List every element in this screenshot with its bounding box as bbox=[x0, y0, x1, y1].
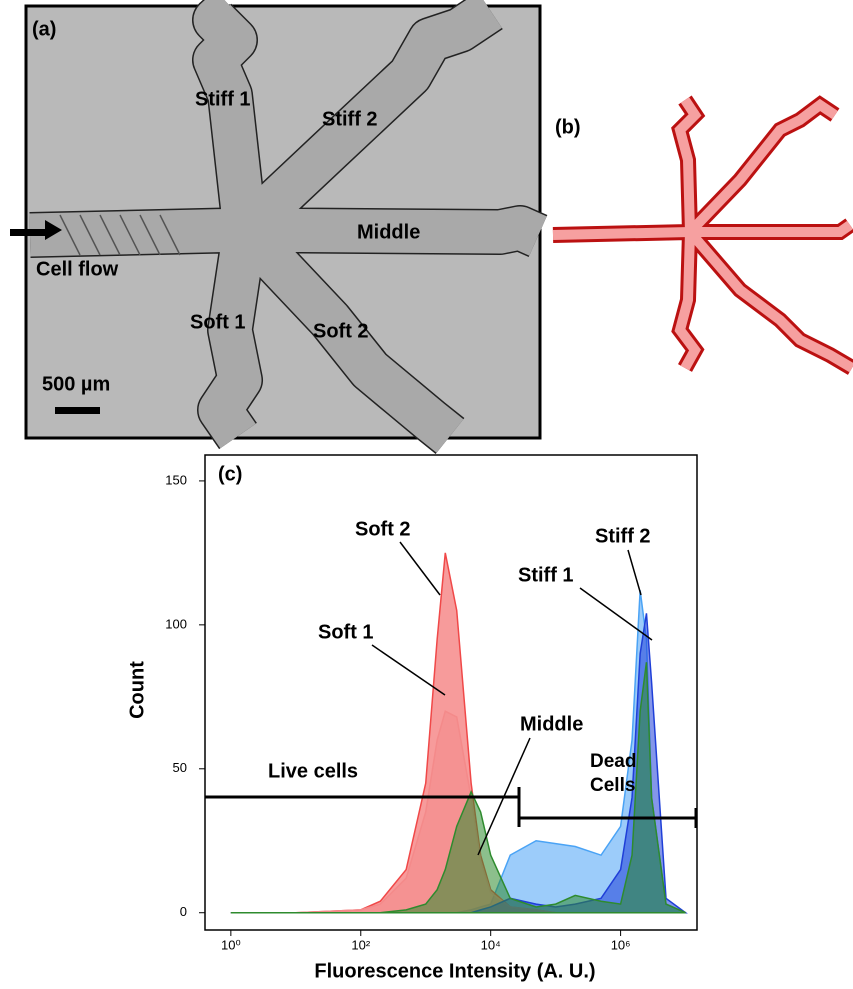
simulation bbox=[552, 95, 853, 375]
y-axis-label: Count bbox=[126, 661, 148, 719]
panel-label: (a) bbox=[32, 18, 56, 40]
annotation: Dead Cells bbox=[590, 751, 637, 796]
arrows bbox=[205, 541, 698, 856]
plot-frame bbox=[204, 454, 698, 931]
y-tick-label: 50 bbox=[173, 760, 187, 775]
area bbox=[230, 662, 686, 914]
annotation: Soft 1 bbox=[318, 621, 374, 643]
channel-label: Soft 2 bbox=[313, 320, 369, 342]
y-tick-label: 100 bbox=[165, 616, 187, 631]
channel-label: Stiff 2 bbox=[322, 108, 378, 130]
annotation: Live cells bbox=[268, 760, 358, 782]
panel-label: (b) bbox=[555, 116, 581, 138]
panel-label: (c) bbox=[218, 463, 242, 485]
channel-label: Soft 1 bbox=[190, 311, 246, 333]
channel-label: Stiff 1 bbox=[195, 88, 251, 110]
x-tick-label: 10⁶ bbox=[611, 937, 631, 952]
scale-bar bbox=[55, 407, 100, 414]
x-tick-label: 10⁴ bbox=[481, 937, 501, 952]
channels bbox=[29, 0, 548, 454]
y-tick-label: 150 bbox=[165, 472, 187, 487]
x-tick-label: 10² bbox=[351, 937, 370, 952]
annotation: Middle bbox=[520, 713, 583, 735]
channel-label: Cell flow bbox=[36, 258, 119, 280]
channel-label: Middle bbox=[357, 221, 420, 243]
plot-area bbox=[230, 552, 688, 914]
x-axis-label: Fluorescence Intensity (A. U.) bbox=[314, 960, 595, 982]
annotation: Soft 2 bbox=[355, 518, 411, 540]
annotation: Stiff 1 bbox=[518, 564, 574, 586]
y-tick-label: 0 bbox=[180, 904, 187, 919]
scale-label: 500 µm bbox=[42, 373, 110, 395]
flow-arrow bbox=[10, 220, 62, 240]
x-tick-label: 10⁰ bbox=[221, 937, 241, 952]
annotation: Stiff 2 bbox=[595, 525, 651, 547]
